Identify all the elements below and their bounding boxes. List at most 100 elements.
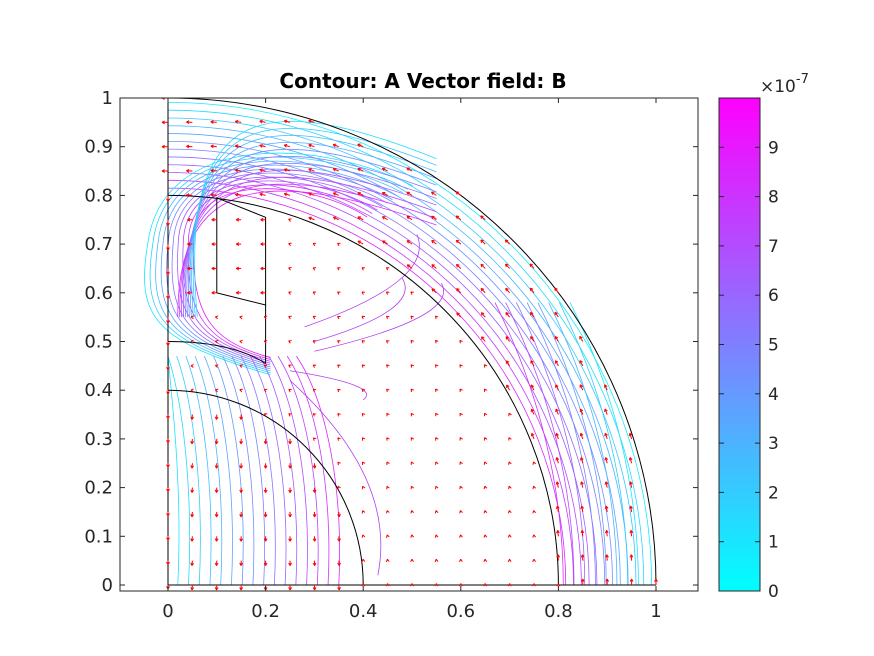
- vector-arrow-head: [166, 440, 170, 444]
- vector-arrow-head: [263, 441, 268, 445]
- vector-arrow-head: [361, 461, 366, 466]
- vector-arrow-head: [480, 239, 484, 244]
- vector-arrow-head: [508, 461, 512, 465]
- vector-arrow-head: [455, 239, 460, 244]
- vector-arrow-head: [434, 339, 439, 344]
- contour-line: [250, 355, 287, 586]
- contour-line: [167, 140, 613, 586]
- vector-arrow-head: [505, 336, 510, 340]
- vector-arrow-head: [357, 192, 361, 196]
- vector-arrow-head: [214, 465, 219, 469]
- y-tick-label: 1: [102, 88, 113, 109]
- vector-arrow-head: [263, 465, 268, 469]
- vector-arrow-head: [605, 578, 610, 582]
- vector-arrow-head: [332, 143, 337, 148]
- vector-arrow-head: [288, 489, 292, 493]
- vector-arrow-head: [337, 413, 341, 417]
- vector-arrow-head: [239, 587, 243, 591]
- vector-arrow-head: [532, 583, 536, 587]
- vector-arrow-head: [604, 505, 609, 510]
- contour-line: [183, 169, 437, 318]
- vector-arrow-head: [385, 291, 390, 295]
- outer-boundary: [167, 98, 657, 586]
- vector-field: [161, 98, 658, 591]
- inner-boundary: [167, 194, 559, 586]
- contour-line: [155, 160, 403, 372]
- vector-arrow-head: [308, 143, 312, 148]
- contour-line: [494, 302, 564, 586]
- vector-arrow-head: [529, 287, 534, 292]
- vector-arrow-head: [480, 287, 485, 292]
- vector-arrow-head: [357, 143, 361, 147]
- vector-arrow-head: [337, 388, 341, 393]
- contour-line: [167, 356, 180, 586]
- vector-arrow-head: [435, 388, 439, 393]
- vector-arrow-head: [604, 481, 609, 485]
- contour-line: [177, 190, 437, 318]
- vector-arrow-head: [288, 242, 292, 247]
- vector-arrow-head: [190, 489, 195, 493]
- vector-arrow-head: [283, 192, 288, 197]
- vector-arrow-head: [361, 267, 365, 271]
- vector-arrow-head: [235, 217, 240, 222]
- vector-arrow-head: [166, 247, 170, 251]
- contour-line: [286, 355, 330, 586]
- vector-arrow-head: [431, 191, 435, 195]
- vector-arrow-head: [382, 240, 386, 244]
- vector-arrow-head: [385, 315, 390, 320]
- vector-arrow-head: [435, 437, 439, 441]
- vector-arrow-head: [604, 457, 609, 461]
- vector-arrow-head: [166, 537, 170, 541]
- vector-arrow-head: [532, 534, 536, 538]
- vector-arrow-head: [483, 558, 488, 563]
- x-tick-label: 0.4: [349, 601, 378, 622]
- vector-arrow-head: [455, 215, 460, 219]
- vector-arrow-head: [385, 583, 390, 587]
- vector-arrow-head: [260, 217, 264, 222]
- chart-title: Contour: A Vector field: B: [279, 69, 566, 93]
- vector-arrow-head: [239, 388, 243, 393]
- vector-arrow-head: [386, 388, 390, 393]
- colorbar-tick-label: 2: [768, 483, 779, 503]
- vector-arrow-head: [166, 320, 170, 324]
- colorbar-tick-label: 1: [768, 533, 779, 553]
- vector-arrow-head: [530, 360, 534, 364]
- vector-arrow-head: [210, 168, 214, 173]
- vector-arrow-head: [410, 291, 414, 295]
- vector-arrow-head: [530, 336, 534, 340]
- vector-arrow-head: [263, 388, 268, 393]
- vector-arrow-head: [604, 408, 608, 412]
- vector-arrow-head: [190, 339, 194, 344]
- y-axis: 0 0.1 0.2 0.3 0.4 0.5 0.6 0.7 0.8 0.9 1: [84, 88, 698, 596]
- vector-arrow-head: [361, 315, 366, 320]
- vector-arrow-head: [166, 342, 170, 346]
- x-tick-label: 0: [162, 601, 173, 622]
- vector-arrow-head: [215, 315, 219, 320]
- vector-arrow-head: [554, 360, 559, 364]
- vector-arrow-head: [605, 554, 609, 558]
- contour-line: [304, 234, 420, 328]
- vector-arrow-head: [337, 485, 341, 490]
- y-tick-label: 0.3: [84, 429, 113, 450]
- vector-arrow-head: [214, 440, 219, 445]
- vector-arrow-head: [190, 562, 195, 566]
- vector-arrow-head: [166, 366, 170, 371]
- vector-arrow-head: [505, 311, 509, 316]
- vector-arrow-head: [337, 437, 341, 441]
- vector-arrow-head: [161, 120, 165, 125]
- contour-line: [167, 117, 637, 586]
- vector-arrow-head: [580, 578, 585, 582]
- vector-arrow-head: [186, 144, 190, 149]
- vector-arrow-head: [386, 412, 390, 417]
- vector-arrow-head: [381, 167, 386, 172]
- contour-line: [144, 152, 413, 376]
- vector-arrow-head: [480, 215, 484, 219]
- vector-arrow-head: [288, 315, 292, 320]
- vector-arrow-head: [337, 315, 341, 320]
- vector-arrow-head: [288, 413, 292, 417]
- vector-arrow-head: [239, 315, 243, 320]
- vector-arrow-head: [239, 489, 243, 493]
- contour-line: [186, 155, 437, 318]
- vector-arrow-head: [480, 263, 484, 268]
- vector-arrow-head: [386, 461, 390, 465]
